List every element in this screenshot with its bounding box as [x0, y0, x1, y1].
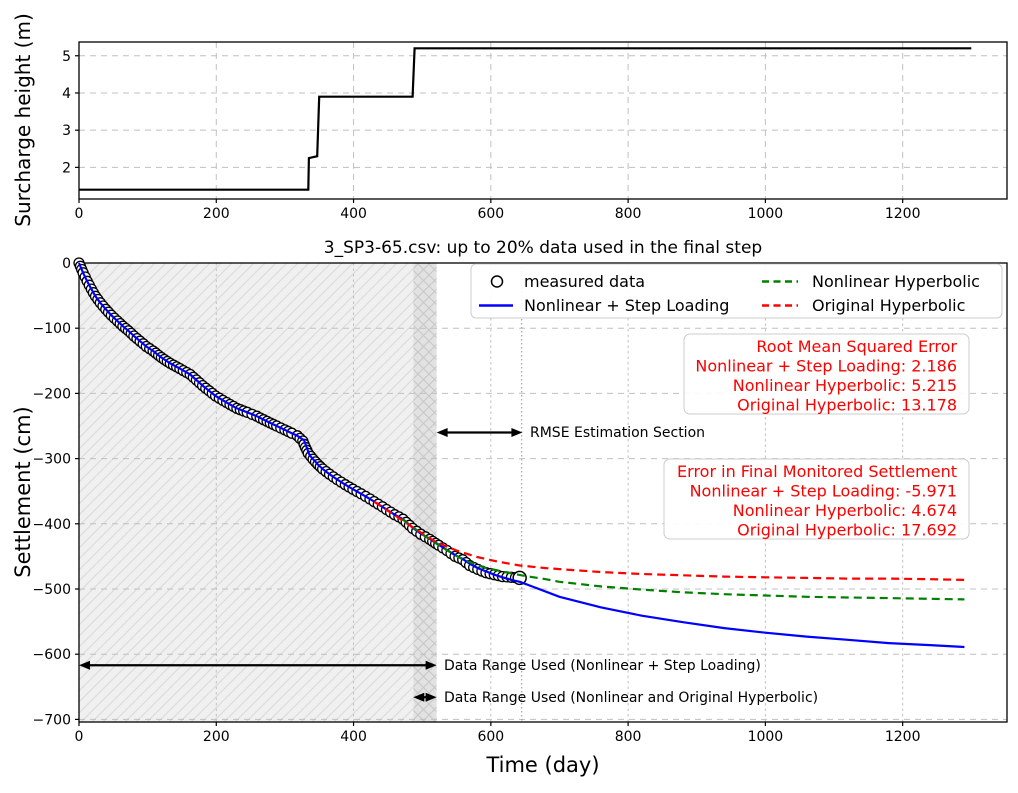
x-tick-label: 800 — [615, 206, 642, 222]
range-arrow-hyperbolic-label: Data Range Used (Nonlinear and Original … — [444, 690, 818, 706]
legend-box — [470, 263, 1003, 319]
x-axis-label: Time (day) — [485, 753, 599, 777]
y-tick-label: −600 — [33, 647, 71, 663]
error-box-title: Error in Final Monitored Settlement — [677, 462, 957, 481]
y-tick-label: 4 — [62, 86, 71, 102]
settlement-y-axis-label: Settlement (cm) — [11, 406, 35, 577]
x-tick-label: 600 — [477, 729, 504, 745]
rmse-arrow-label: RMSE Estimation Section — [530, 425, 705, 441]
axes-frame — [78, 41, 1008, 200]
surcharge-line — [79, 47, 972, 191]
x-tick-label: 1200 — [885, 206, 921, 222]
y-tick-label: −100 — [33, 321, 71, 337]
y-tick-label: −700 — [33, 712, 71, 728]
rmse-estimation-arrow — [436, 428, 523, 438]
y-tick-label: −200 — [33, 386, 71, 402]
legend-label-measured: measured data — [524, 272, 645, 291]
data-range-hyperbolic-arrow-right-head — [425, 692, 437, 702]
x-tick-label: 200 — [203, 729, 230, 745]
error-box-line-2: Nonlinear Hyperbolic: 4.674 — [733, 501, 957, 520]
range-arrow-step-label: Data Range Used (Nonlinear + Step Loadin… — [444, 658, 761, 674]
data-range-step-loading-arrow — [79, 660, 437, 670]
curve-nonlinear-step-loading — [77, 262, 965, 649]
y-tick-label: −400 — [33, 517, 71, 533]
data-range-hyperbolic-arrow-left-head — [413, 692, 425, 702]
rmse-box-line-2: Nonlinear Hyperbolic: 5.215 — [733, 376, 957, 395]
x-tick-label: 400 — [340, 206, 367, 222]
rmse-box — [683, 333, 970, 415]
rmse-estimation-arrow-left-head — [436, 428, 448, 438]
y-tick-label: 2 — [62, 160, 71, 176]
x-tick-label: 0 — [75, 729, 84, 745]
rmse-estimation-arrow-right-head — [511, 428, 523, 438]
data-range-hyperbolic-arrow — [413, 692, 437, 702]
legend-label-nonlinear-hyperbolic: Nonlinear Hyperbolic — [812, 272, 980, 291]
settlement-plot: 0 200 400 600 800 1000 1200 0 −100 −200 −300 −400 −5… — [33, 256, 1008, 745]
error-box-line-3: Original Hyperbolic: 17.692 — [737, 521, 957, 540]
legend-marker-measured — [490, 275, 504, 288]
x-tick-label: 400 — [340, 729, 367, 745]
surcharge-plot: 0 200 400 600 800 1000 1200 2 3 4 5 — [62, 41, 1008, 222]
x-tick-label: 1200 — [885, 729, 921, 745]
x-tick-label: 200 — [203, 206, 230, 222]
data-range-step-loading-arrow-right-head — [425, 660, 437, 670]
x-tick-label: 1000 — [748, 206, 784, 222]
surcharge-y-axis-label: Surcharge height (m) — [11, 13, 35, 227]
plot-title: 3_SP3-65.csv: up to 20% data used in the… — [324, 238, 762, 258]
region-data-range-hyperbolic — [413, 263, 437, 722]
rmse-box-title: Root Mean Squared Error — [756, 337, 957, 356]
y-tick-label: 0 — [62, 256, 71, 272]
error-box-line-1: Nonlinear + Step Loading: -5.971 — [690, 482, 957, 501]
rmse-box-line-1: Nonlinear + Step Loading: 2.186 — [695, 357, 957, 376]
axes-frame — [78, 262, 1008, 723]
text-layer: Surcharge height (m) 3_SP3-65.csv: up to… — [11, 13, 980, 777]
y-tick-label: −500 — [33, 582, 71, 598]
data-range-step-loading-arrow-left-head — [79, 660, 90, 670]
x-tick-label: 1000 — [748, 729, 784, 745]
x-tick-label: 600 — [477, 206, 504, 222]
error-box — [663, 458, 970, 540]
rmse-box-line-3: Original Hyperbolic: 13.178 — [737, 396, 957, 415]
x-tick-label: 800 — [615, 729, 642, 745]
legend-label-original-hyperbolic: Original Hyperbolic — [812, 296, 965, 315]
curve-original-hyperbolic — [373, 500, 965, 581]
x-tick-label: 0 — [75, 206, 84, 222]
legend-label-step-loading: Nonlinear + Step Loading — [524, 296, 729, 315]
y-tick-label: 3 — [62, 123, 71, 139]
y-tick-label: 5 — [62, 49, 71, 65]
y-tick-label: −300 — [33, 452, 71, 468]
curve-nonlinear-hyperbolic — [400, 517, 965, 601]
